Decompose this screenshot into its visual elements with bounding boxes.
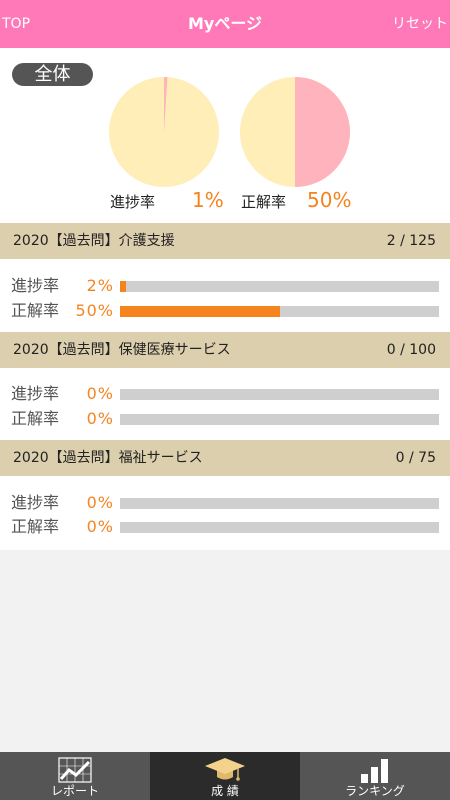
accuracy-pie-chart bbox=[240, 77, 350, 187]
accuracy-label: 正解率 bbox=[11, 301, 60, 320]
overall-badge: 全体 bbox=[12, 63, 93, 86]
reset-button[interactable]: リセット bbox=[392, 16, 448, 32]
section-title: 2020【過去問】福祉サービス bbox=[13, 450, 203, 466]
progress-label: 進捗率 bbox=[11, 276, 60, 295]
section-title: 2020【過去問】介護支援 bbox=[13, 233, 175, 249]
progress-label: 進捗率 bbox=[11, 384, 60, 403]
top-button[interactable]: TOP bbox=[2, 16, 31, 32]
header-bar: TOP Myページ リセット bbox=[0, 0, 450, 48]
accuracy-label: 正解率 bbox=[11, 409, 60, 428]
section-header-kaigo-shien[interactable]: 2020【過去問】介護支援 2 / 125 bbox=[0, 223, 450, 259]
accuracy-bar bbox=[120, 414, 439, 425]
overall-accuracy-value: 50% bbox=[307, 188, 352, 212]
tab-ranking-label: ランキング bbox=[345, 784, 405, 798]
section-1-progress-row: 進捗率 2% bbox=[0, 274, 450, 298]
section-3-accuracy-row: 正解率 0% bbox=[0, 515, 450, 539]
accuracy-label: 正解率 bbox=[11, 517, 60, 536]
tab-ranking[interactable]: ランキング bbox=[300, 752, 450, 800]
tab-results-label: 成 績 bbox=[211, 784, 239, 798]
progress-pie-slice bbox=[164, 77, 168, 132]
accuracy-value: 0% bbox=[86, 409, 114, 428]
accuracy-bar bbox=[120, 306, 439, 317]
graduation-cap-icon bbox=[205, 758, 245, 781]
main-content: 全体 進捗率 1% 正解率 50% 2020【過去問】介護支援 2 / 125 … bbox=[0, 48, 450, 550]
progress-value: 2% bbox=[86, 276, 114, 295]
overall-progress-label: 進捗率 bbox=[110, 193, 156, 211]
tab-report-label: レポート bbox=[50, 784, 99, 798]
accuracy-bar bbox=[120, 522, 439, 533]
progress-bar bbox=[120, 498, 439, 509]
progress-value: 0% bbox=[86, 384, 114, 403]
report-chart-icon bbox=[58, 757, 92, 783]
section-header-hoken-iryo[interactable]: 2020【過去問】保健医療サービス 0 / 100 bbox=[0, 332, 450, 368]
overall-accuracy-label: 正解率 bbox=[241, 193, 287, 211]
section-count: 2 / 125 bbox=[386, 233, 436, 249]
section-title: 2020【過去問】保健医療サービス bbox=[13, 342, 231, 358]
tab-results[interactable]: 成 績 bbox=[150, 752, 300, 800]
progress-bar-fill bbox=[120, 281, 127, 292]
section-3-progress-row: 進捗率 0% bbox=[0, 491, 450, 515]
tab-report[interactable]: レポート bbox=[0, 752, 150, 800]
page-title: Myページ bbox=[187, 14, 263, 33]
section-header-fukushi[interactable]: 2020【過去問】福祉サービス 0 / 75 bbox=[0, 440, 450, 476]
progress-value: 0% bbox=[86, 493, 114, 512]
section-2-accuracy-row: 正解率 0% bbox=[0, 407, 450, 431]
ranking-bars-icon bbox=[361, 759, 388, 783]
overall-progress-value: 1% bbox=[192, 188, 224, 212]
progress-bar bbox=[120, 281, 439, 292]
accuracy-value: 50% bbox=[75, 301, 114, 320]
section-count: 0 / 100 bbox=[386, 342, 436, 358]
section-2-progress-row: 進捗率 0% bbox=[0, 382, 450, 406]
progress-bar bbox=[120, 389, 439, 400]
progress-label: 進捗率 bbox=[11, 493, 60, 512]
section-1-accuracy-row: 正解率 50% bbox=[0, 299, 450, 323]
bottom-tab-bar: レポート 成 績 ランキング bbox=[0, 752, 450, 800]
section-count: 0 / 75 bbox=[395, 450, 436, 466]
accuracy-pie-slice bbox=[295, 77, 350, 187]
progress-pie-chart bbox=[109, 77, 219, 187]
accuracy-value: 0% bbox=[86, 517, 114, 536]
accuracy-bar-fill bbox=[120, 306, 280, 317]
